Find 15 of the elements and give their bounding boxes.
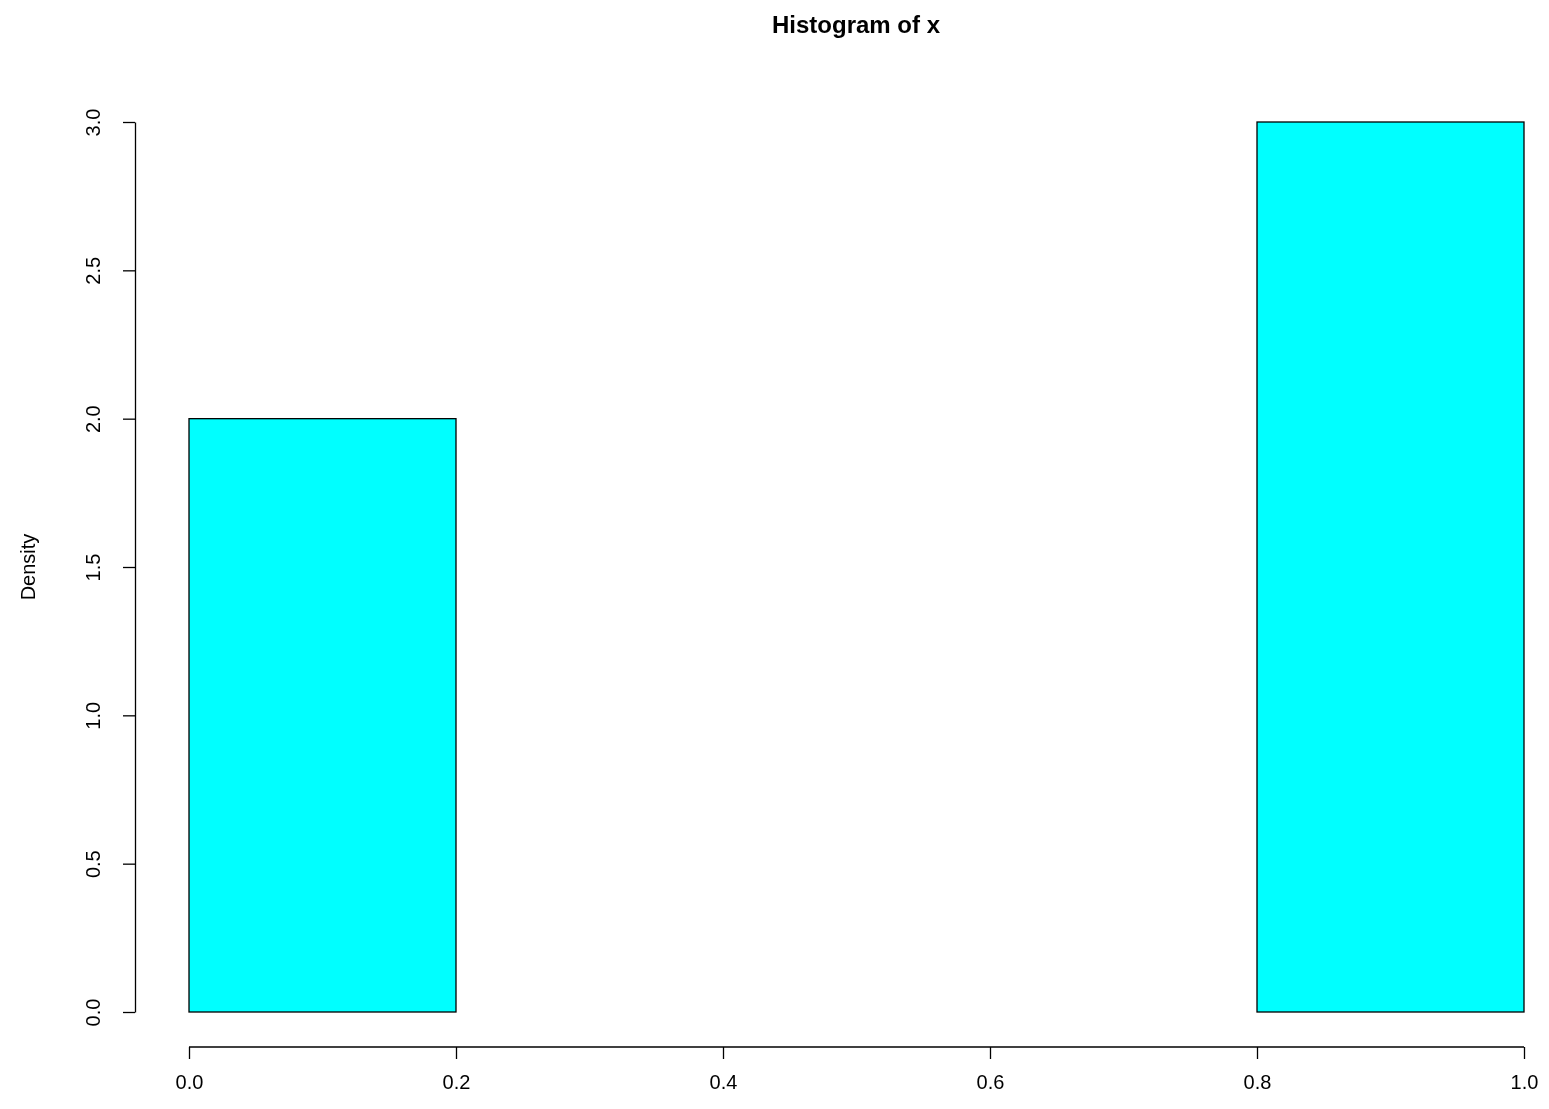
x-tick-label: 0.0 [175,1071,204,1094]
x-tick-label: 0.6 [976,1071,1005,1094]
chart-title: Histogram of x [771,11,941,38]
x-tick-label: 0.4 [709,1071,738,1094]
x-tick-label: 0.2 [442,1071,471,1094]
y-tick-label: 2.0 [82,405,105,434]
y-tick-label: 1.0 [82,701,105,730]
y-axis-title: Density [17,533,39,601]
x-tick-label: 1.0 [1510,1071,1539,1094]
y-tick-label: 2.5 [82,256,105,285]
y-tick-label: 1.5 [82,553,105,582]
x-tick-label: 0.8 [1243,1071,1272,1094]
y-tick-label: 0.0 [82,998,105,1027]
y-tick-label: 3.0 [82,108,105,137]
y-tick-label: 0.5 [82,850,105,879]
